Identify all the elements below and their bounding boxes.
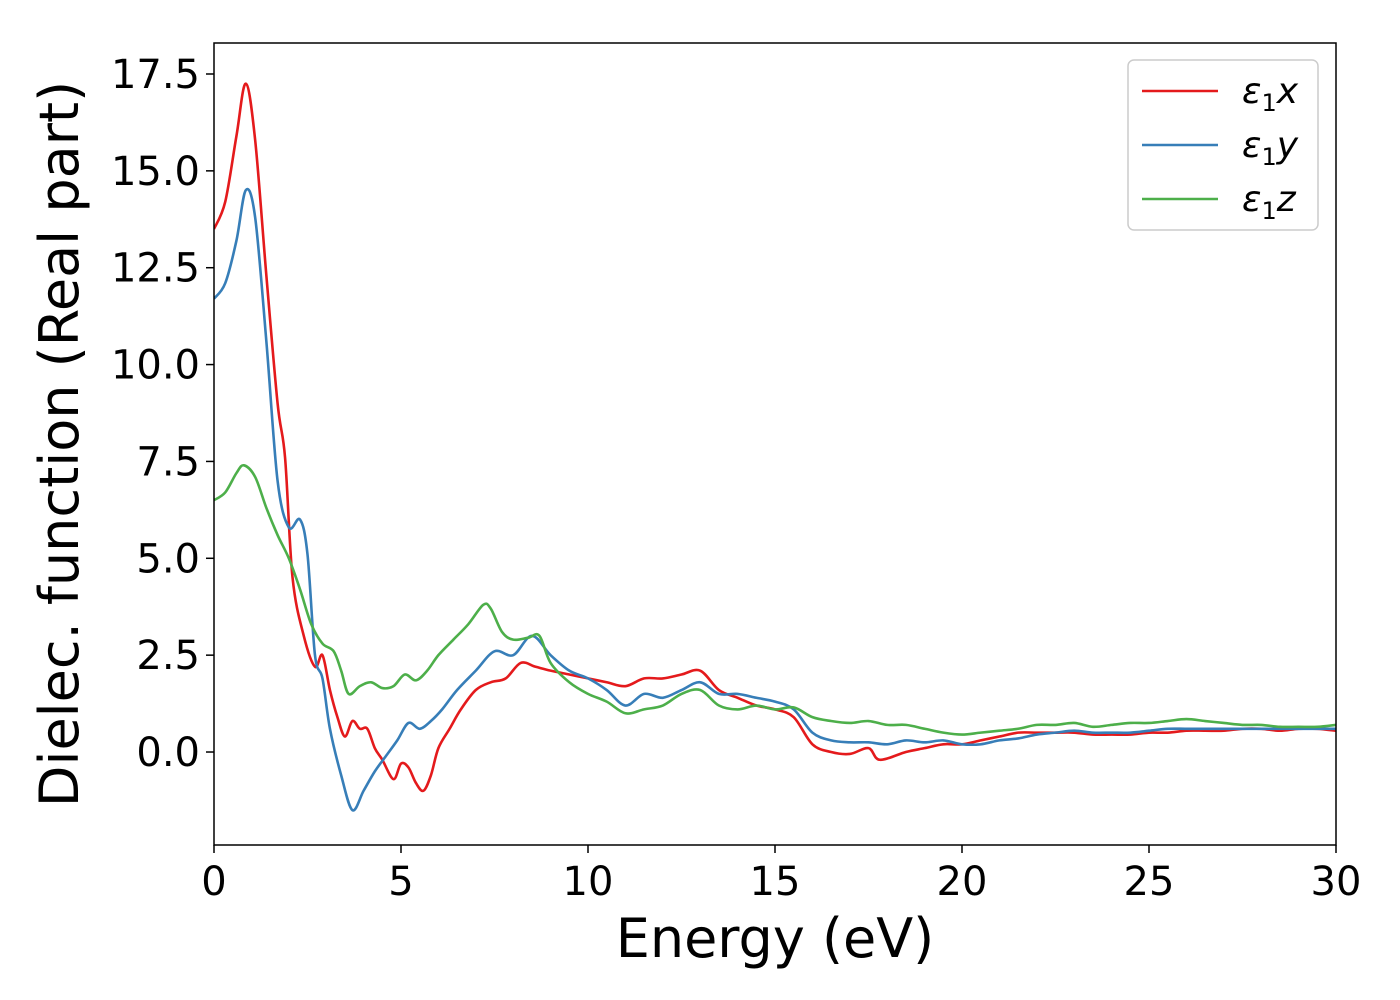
legend-item-x: ε1x	[1142, 71, 1299, 117]
y-tick-label: 5.0	[136, 536, 200, 582]
x-tick-label: 5	[388, 859, 413, 905]
legend: ε1x ε1y ε1z	[1127, 59, 1319, 231]
x-tick-label: 15	[750, 859, 801, 905]
legend-item-y: ε1y	[1142, 125, 1299, 171]
legend-box	[1127, 59, 1319, 231]
y-tick-label: 17.5	[111, 52, 200, 98]
legend-item-z: ε1z	[1142, 179, 1297, 225]
y-tick-label: 0.0	[136, 730, 200, 776]
y-tick-label: 7.5	[136, 439, 200, 485]
x-axis-ticks: 0 5 10 15 20 25 30	[201, 845, 1361, 905]
series-lines	[214, 82, 1336, 812]
series-line-z	[214, 463, 1336, 736]
series-line-y	[214, 187, 1336, 812]
y-tick-label: 12.5	[111, 246, 200, 292]
x-tick-label: 20	[937, 859, 988, 905]
x-axis-label: Energy (eV)	[616, 907, 935, 970]
legend-label: ε1x	[1242, 71, 1299, 117]
y-tick-label: 15.0	[111, 149, 200, 195]
y-axis-ticks: 0.0 2.5 5.0 7.5 10.0 12.5 15.0 17.5	[111, 52, 214, 776]
y-axis-label: Dielec. function (Real part)	[28, 81, 91, 807]
legend-label: ε1y	[1242, 125, 1299, 171]
y-tick-label: 10.0	[111, 343, 200, 389]
x-tick-label: 30	[1311, 859, 1362, 905]
x-tick-label: 10	[563, 859, 614, 905]
x-tick-label: 0	[201, 859, 226, 905]
y-tick-label: 2.5	[136, 633, 200, 679]
x-tick-label: 25	[1124, 859, 1175, 905]
legend-label: ε1z	[1242, 179, 1297, 225]
series-line-x	[214, 82, 1336, 793]
